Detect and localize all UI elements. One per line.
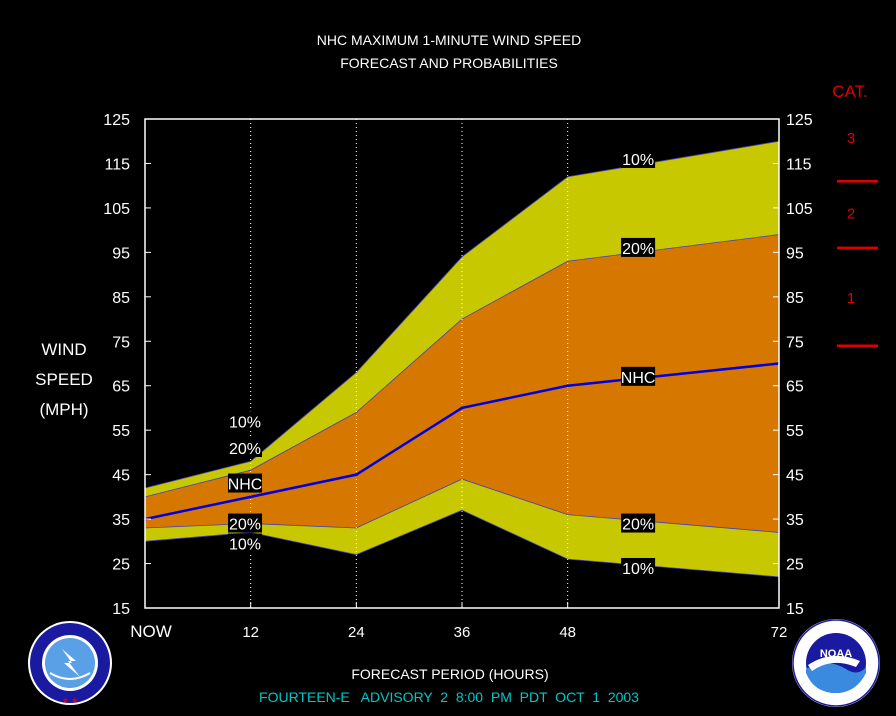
x-tick-label-72: 72 [771,624,788,641]
forecast-point [354,473,358,477]
y-tick-label-right: 55 [786,423,804,440]
band-label-20pct: 20% [622,241,654,258]
band-label-box [228,411,263,431]
y-tick-label-left: 115 [104,156,130,173]
nws-logo: ★ ★ [28,621,112,705]
band-label-box [621,237,656,257]
y-tick-label-left: 15 [112,601,130,618]
band-label-box [228,473,263,493]
y-tick-label-right: 35 [786,512,804,529]
y-tick-label-left: 95 [112,245,130,262]
y-tick-label-right: 65 [786,379,804,396]
category-scale: CAT. 3 2 1 [832,82,878,347]
noaa-logo: NOAA [792,619,880,707]
category-label-2: 2 [847,205,855,222]
x-tick-label-12: 12 [242,624,259,641]
band-label-10pct: 10% [229,414,261,431]
band-label-20pct: 20% [229,441,261,458]
band-labels: 10% 20% NHC 20% 10% 10% 20% NHC 20% 10% [228,149,656,578]
y-tick-label-left: 45 [112,468,130,485]
band-label-10pct: 10% [622,561,654,578]
band-label-20pct: 20% [229,517,261,534]
band-label-box [228,533,263,553]
band-label-box [228,437,263,457]
y-tick-label-right: 95 [786,245,804,262]
y-tick-label-left: 35 [112,512,130,529]
x-tick-label-48: 48 [559,624,576,641]
category-label-1: 1 [847,290,855,307]
band-label-10pct: 10% [229,537,261,554]
y-axis-left: 15 25 35 45 55 65 75 85 95 105 115 125 [103,112,151,618]
band-label-box [621,149,656,169]
chart-subtitle: FORECAST AND PROBABILITIES [340,55,558,71]
y-tick-label-right: 105 [786,201,813,218]
y-tick-label-right: 75 [786,334,804,351]
category-label-3: 3 [847,130,855,147]
y-tick-label-left: 55 [112,423,130,440]
y-axis-right: 15 25 35 45 55 65 75 85 95 105 115 125 [773,112,813,618]
y-tick-label-left: 125 [103,112,130,129]
x-axis: NOW 12 24 36 48 72 [130,602,787,641]
advisory-footer: FOURTEEN-E ADVISORY 2 8:00 PM PDT OCT 1 … [259,689,639,705]
y-tick-label-left: 85 [112,290,130,307]
y-tick-label-right: 115 [786,156,812,173]
forecast-line [144,362,780,521]
y-axis-label-line-3: (MPH) [39,400,88,419]
category-title: CAT. [832,82,868,101]
x-tick-label-24: 24 [348,624,365,641]
x-tick-label-NOW: NOW [130,622,172,641]
y-tick-label-right: 85 [786,290,804,307]
band-edge-0 [144,140,780,489]
x-axis-label: FORECAST PERIOD (HOURS) [351,666,548,682]
grid-lines [250,119,569,608]
band-label-box [621,513,656,533]
band-label-20pct: 20% [622,517,654,534]
svg-text:★ ★: ★ ★ [62,696,79,705]
band-label-nhc: NHC [228,477,263,494]
y-tick-label-right: 125 [786,112,813,129]
forecast-point [460,406,464,410]
band-label-box [621,557,656,577]
forecast-point [566,384,570,388]
x-tick-label-36: 36 [454,624,471,641]
chart-title: NHC MAXIMUM 1-MINUTE WIND SPEED [317,32,581,48]
band-label-nhc: NHC [621,370,656,387]
y-tick-label-right: 15 [786,601,804,618]
y-axis-label-line-2: SPEED [35,370,93,389]
forecast-point [249,495,253,499]
y-tick-label-left: 65 [112,379,130,396]
band-label-box [621,366,656,386]
y-tick-label-left: 25 [112,557,130,574]
band-label-10pct: 10% [622,152,654,169]
y-tick-label-right: 45 [786,468,804,485]
band-label-box [228,513,263,533]
y-axis-label-line-1: WIND [41,340,86,359]
noaa-logo-text: NOAA [820,648,852,660]
y-tick-label-left: 75 [112,334,130,351]
y-tick-label-left: 105 [103,201,130,218]
y-tick-label-right: 25 [786,557,804,574]
